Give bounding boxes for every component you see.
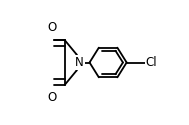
Text: Cl: Cl xyxy=(146,56,157,69)
Text: O: O xyxy=(47,91,57,104)
Text: N: N xyxy=(75,56,84,69)
Text: O: O xyxy=(47,21,57,34)
Text: Cl: Cl xyxy=(146,56,157,69)
Text: O: O xyxy=(47,91,57,104)
Text: O: O xyxy=(47,21,57,34)
Text: N: N xyxy=(75,56,84,69)
